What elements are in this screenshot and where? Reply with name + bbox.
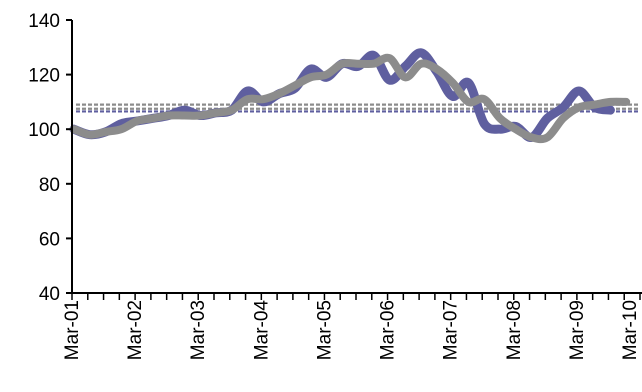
x-tick-label: Mar-03 bbox=[188, 300, 209, 360]
x-tick-label: Mar-02 bbox=[125, 300, 146, 360]
axes bbox=[66, 19, 642, 300]
y-tick-label: 40 bbox=[39, 284, 60, 305]
y-tick-label: 100 bbox=[28, 120, 60, 141]
series-line-2 bbox=[70, 53, 631, 144]
y-tick-label: 60 bbox=[39, 229, 60, 250]
x-tick-label: Mar-05 bbox=[314, 300, 335, 360]
y-tick-label: 120 bbox=[28, 66, 60, 87]
x-tick-label: Mar-04 bbox=[251, 300, 272, 361]
x-tick-label: Mar-09 bbox=[567, 300, 588, 360]
x-tick-label: Mar-10 bbox=[620, 300, 641, 360]
y-tick-label: 80 bbox=[39, 175, 60, 196]
x-tick-label: Mar-08 bbox=[504, 300, 525, 360]
x-axis-tick-labels: Mar-01 Mar-02 Mar-03 Mar-04 Mar-05 Mar-06 Mar-… bbox=[62, 300, 641, 361]
x-tick-label: Mar-06 bbox=[378, 300, 399, 360]
y-tick-label: 140 bbox=[28, 11, 60, 32]
x-tick-label: Mar-01 bbox=[62, 300, 83, 360]
y-axis-tick-labels: 40 60 80 100 120 140 bbox=[28, 11, 60, 305]
series-lines bbox=[69, 48, 631, 144]
x-tick-label: Mar-07 bbox=[441, 300, 462, 360]
